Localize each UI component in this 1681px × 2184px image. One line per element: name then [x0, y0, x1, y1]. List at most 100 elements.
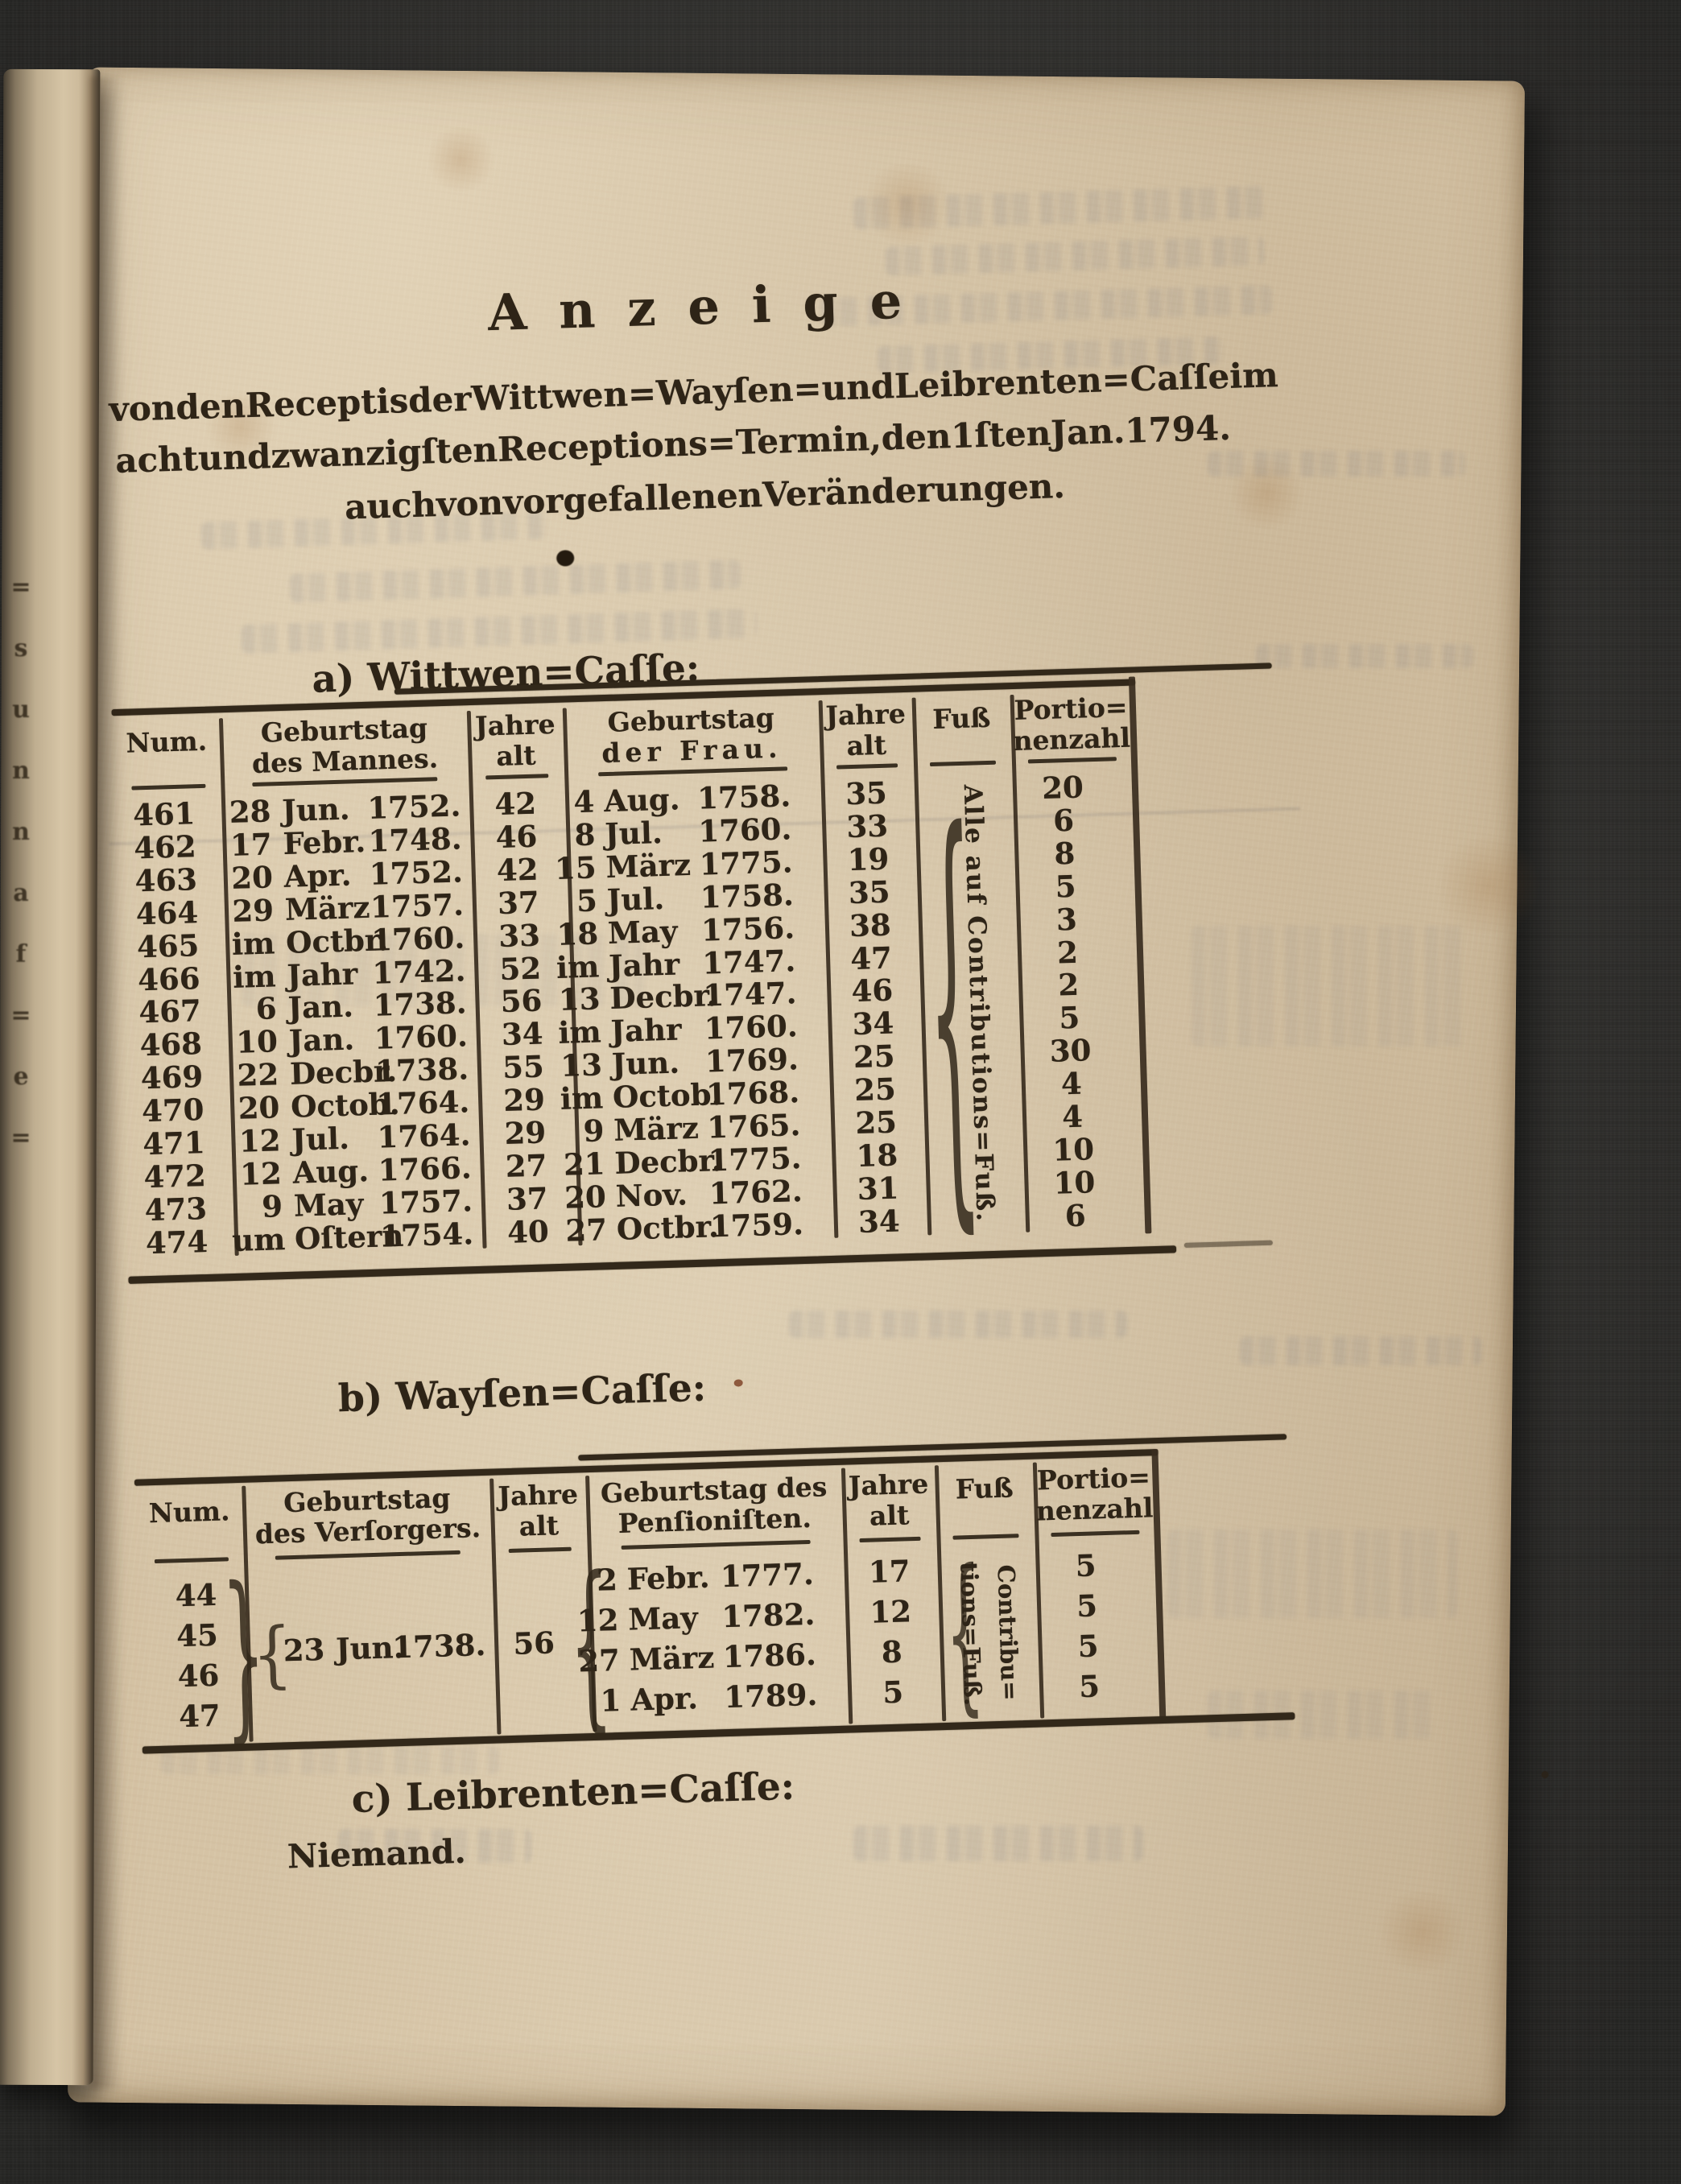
cell-w_year: 1775. [707, 1139, 803, 1179]
word: Receptis [245, 381, 409, 426]
table-a-bottom-rule-ext [1183, 1240, 1273, 1248]
cell-h_day: 10 [235, 1023, 279, 1061]
cell-portions: 6 [1052, 802, 1075, 839]
col-header-pensioner-birth: Penſioniſten. [617, 1501, 812, 1539]
cell-portions: 2 [1056, 934, 1079, 970]
cell-w_year: 1747. [702, 975, 798, 1014]
cell-h_day: um [231, 1220, 286, 1258]
col-header-num: Num. [148, 1495, 230, 1530]
subtitle-line-3: auch von vorgefallenen Veränderungen. [344, 466, 1065, 527]
cell-h_age: 29 [503, 1114, 547, 1151]
col-header-wife-birth: der Frau. [601, 732, 783, 770]
col-header-age: Jahre [474, 708, 556, 742]
cell-w_age: 33 [845, 807, 889, 845]
col-header-age: Jahre [848, 1468, 929, 1502]
cell-h_day: 28 [229, 793, 272, 830]
word: Leibrenten=Caſſe [894, 356, 1230, 407]
col-header-age: Jahre [497, 1478, 579, 1513]
cell-w_age: 25 [854, 1104, 898, 1142]
pensioner-group-brace: { [566, 1537, 614, 1751]
cell-w_age: 34 [852, 1005, 894, 1042]
col-header-age: alt [495, 739, 537, 773]
header-underline [131, 783, 206, 791]
cell-h_age: 37 [497, 884, 540, 921]
cell-h_age: 42 [496, 851, 539, 888]
bleedthrough-smudge [1192, 926, 1465, 1047]
cell-num: 466 [137, 960, 201, 997]
cell-portions: 5 [1058, 999, 1080, 1036]
word: und [197, 436, 272, 478]
cell-h_day: 6 [255, 990, 278, 1027]
cell-w_year: 1765. [706, 1107, 801, 1146]
cell-year: 1782. [721, 1596, 816, 1635]
cell-num: 464 [135, 894, 199, 932]
cell-w_age: 47 [849, 939, 893, 976]
col-header-portions: Portio= [1036, 1461, 1151, 1497]
col-header-provider-birth: des Verſorgers. [254, 1512, 481, 1550]
cell-w_day: im [560, 1080, 604, 1117]
word: 1ſten [950, 413, 1051, 456]
cell-w_day: 13 [558, 981, 601, 1018]
word: zwanzigſten [270, 429, 498, 477]
cell-w_age: 35 [845, 774, 888, 812]
cell-age: 17 [868, 1553, 911, 1590]
word: von [436, 482, 504, 525]
orphans-nums: 44 45 46 47 [0, 0, 1652, 1734]
cell-w_year: 1758. [696, 778, 791, 816]
cell-h_year: 1754. [379, 1215, 474, 1254]
cell-portions: 30 [1049, 1032, 1092, 1069]
cell-w_age: 38 [849, 906, 892, 943]
word: den [175, 386, 246, 427]
cell-h_year: 1760. [370, 919, 465, 958]
header-underline [621, 1539, 811, 1550]
cell-w_day: im [557, 1014, 602, 1051]
page-title: Anzeige [487, 270, 935, 343]
word: Jan. [1050, 411, 1126, 453]
fuss-note-line: Contribu= [992, 1563, 1024, 1701]
bleedthrough-smudge [853, 1826, 1143, 1861]
cell-portions: 5 [1076, 1587, 1098, 1625]
cell-h_age: 33 [498, 917, 541, 954]
word: und [820, 366, 895, 408]
col-header-fuss: Fuß [955, 1472, 1014, 1505]
cell-num: 467 [138, 993, 202, 1030]
cell-w_year: 1759. [709, 1205, 804, 1245]
cell-num: 469 [140, 1059, 204, 1096]
cell-h_year: 1742. [371, 952, 466, 991]
cell-h_age: 34 [501, 1015, 544, 1053]
cell-w_day: 4 [572, 783, 595, 820]
provider-birth-year: 1738. [391, 1626, 486, 1666]
cell-h_year: 1760. [374, 1018, 469, 1056]
cell-w_age: 46 [850, 972, 894, 1009]
bleedthrough-smudge [1208, 451, 1465, 477]
header-underline [508, 1546, 572, 1554]
header-underline [275, 1550, 461, 1560]
bleedthrough-smudge [338, 1829, 531, 1863]
cell-h_age: 29 [502, 1081, 546, 1119]
cell-num: 472 [142, 1157, 207, 1195]
word: Wittwen= [470, 373, 657, 419]
col-header-num: Num. [125, 725, 208, 759]
cell-h_year: 1766. [378, 1150, 473, 1188]
cell-w_day: 27 [564, 1211, 608, 1249]
cell-w_day: im [556, 948, 600, 985]
cell-w_age: 25 [853, 1038, 896, 1075]
header-underline [154, 1557, 229, 1564]
cell-w_year: 1769. [704, 1041, 799, 1080]
col-header-age: alt [869, 1499, 910, 1532]
cell-h_year: 1757. [370, 886, 465, 925]
cell-num: 465 [136, 927, 200, 964]
cell-h_year: 1752. [369, 853, 464, 892]
bleedthrough-smudge [1167, 1530, 1457, 1618]
word: den [880, 416, 952, 458]
cell-h_day: 22 [236, 1056, 279, 1093]
cell-year: 1789. [723, 1676, 818, 1715]
cell-w_day: 15 [554, 849, 597, 886]
col-header-portions: nenzahl [1012, 721, 1131, 757]
cell-portions: 10 [1051, 1131, 1095, 1168]
header-underline [1027, 757, 1117, 764]
cell-w_day: 20 [564, 1179, 607, 1216]
fuss-note: Contribu= tions=Fuß. [950, 1551, 1029, 1715]
cell-w_day: 8 [574, 816, 597, 853]
col-header-age: Jahre [824, 697, 907, 732]
